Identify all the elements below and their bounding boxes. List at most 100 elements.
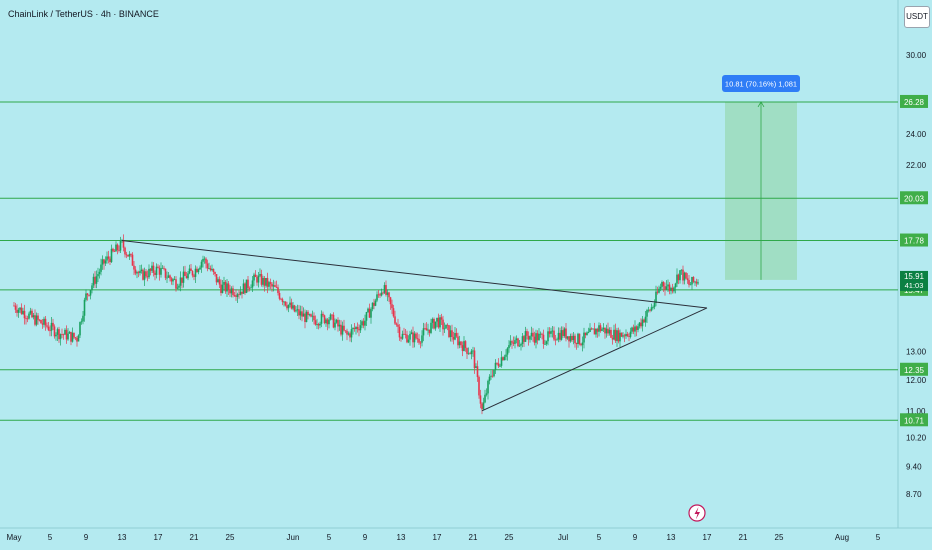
candle-bearish	[452, 336, 455, 340]
level-price-tag[interactable]	[900, 413, 928, 427]
candle-bearish	[125, 254, 128, 256]
candle-bullish	[257, 275, 260, 283]
candle-bullish	[83, 299, 86, 316]
candle-bullish	[82, 315, 84, 322]
candle-bullish	[208, 268, 210, 270]
candle-bullish	[299, 311, 302, 316]
time-tick-label: Jul	[558, 533, 568, 542]
candle-bearish	[346, 330, 348, 335]
candle-bearish	[478, 377, 480, 396]
current-price-label: 15.91	[904, 272, 925, 281]
lower-trend-line[interactable]	[481, 307, 708, 412]
candle-bearish	[298, 309, 300, 316]
candle-bearish	[397, 324, 399, 327]
candle-bullish	[646, 310, 648, 317]
candle-bearish	[553, 330, 555, 340]
candle-bullish	[422, 328, 425, 336]
candle-bullish	[605, 328, 608, 334]
candle-bullish	[89, 289, 92, 296]
candle-bullish	[359, 325, 362, 331]
candle-bearish	[419, 342, 422, 344]
candle-bullish	[251, 280, 254, 288]
current-price-tag[interactable]	[900, 270, 928, 291]
candle-bullish	[530, 332, 533, 337]
candle-bullish	[202, 259, 204, 262]
candle-bullish	[401, 333, 404, 339]
candle-bearish	[274, 285, 276, 287]
candle-bullish	[166, 277, 168, 279]
candle-bearish	[391, 304, 393, 309]
lightning-icon[interactable]	[688, 504, 706, 522]
candle-bearish	[382, 292, 384, 294]
candle-bullish	[128, 253, 131, 257]
level-price-tag[interactable]	[900, 191, 928, 205]
candle-bullish	[475, 366, 477, 369]
candle-bullish	[272, 285, 275, 287]
candle-bullish	[488, 376, 491, 381]
candle-bearish	[412, 332, 414, 343]
time-tick-label: 17	[433, 533, 442, 542]
candle-bearish	[220, 284, 222, 293]
level-price-tag[interactable]	[900, 94, 928, 108]
candle-bullish	[616, 330, 618, 341]
chart-title: ChainLink / TetherUS · 4h · BINANCE	[8, 9, 159, 19]
candle-bearish	[232, 288, 234, 296]
candle-bullish	[289, 302, 291, 305]
candle-bearish	[130, 253, 132, 255]
candle-bearish	[677, 274, 680, 281]
candle-bearish	[626, 334, 629, 336]
candle-bullish	[487, 380, 489, 394]
candle-bullish	[320, 313, 323, 324]
candles	[13, 234, 699, 415]
candle-bearish	[541, 333, 543, 335]
candle-bullish	[539, 333, 542, 335]
time-tick-label: 5	[327, 533, 332, 542]
candle-bullish	[547, 331, 549, 342]
candle-bearish	[400, 337, 402, 339]
candle-bearish	[593, 328, 596, 335]
candle-bearish	[448, 325, 450, 338]
candle-bearish	[377, 294, 380, 296]
candle-bullish	[697, 282, 699, 284]
candle-bullish	[524, 331, 527, 342]
candle-bearish	[682, 269, 684, 281]
candle-bullish	[634, 326, 636, 332]
time-tick-label: 13	[667, 533, 676, 542]
candle-bearish	[562, 330, 564, 336]
time-tick-label: 13	[397, 533, 406, 542]
candle-bearish	[76, 337, 78, 342]
candle-bearish	[149, 268, 152, 271]
candle-bullish	[259, 274, 261, 276]
upper-trend-line[interactable]	[121, 240, 708, 309]
candle-bullish	[641, 319, 644, 327]
level-price-tag[interactable]	[900, 233, 928, 247]
candle-bearish	[496, 362, 498, 364]
candle-bullish	[472, 350, 474, 352]
candle-bullish	[194, 268, 197, 277]
candle-bearish	[425, 328, 428, 331]
candle-bearish	[256, 276, 258, 283]
candle-bullish	[430, 322, 432, 333]
candle-bullish	[613, 329, 615, 340]
currency-button[interactable]: USDT	[904, 6, 930, 28]
candle-bullish	[569, 335, 572, 342]
candle-bullish	[176, 287, 179, 289]
candle-bearish	[343, 325, 345, 331]
candle-bullish	[140, 269, 143, 271]
candle-bullish	[32, 315, 35, 318]
candle-bullish	[182, 271, 185, 283]
candle-bearish	[62, 334, 65, 336]
price-tick-label: 8.70	[906, 490, 922, 499]
candle-bullish	[505, 354, 507, 357]
target-badge[interactable]	[722, 74, 800, 92]
candle-bullish	[458, 341, 461, 346]
candle-bullish	[187, 273, 189, 279]
candle-bearish	[457, 336, 459, 346]
time-tick-label: 13	[118, 533, 127, 542]
candle-bearish	[124, 247, 126, 255]
candle-bullish	[683, 272, 686, 281]
level-price-tag[interactable]	[900, 362, 928, 376]
candle-bearish	[632, 327, 635, 332]
candle-bearish	[337, 319, 339, 327]
